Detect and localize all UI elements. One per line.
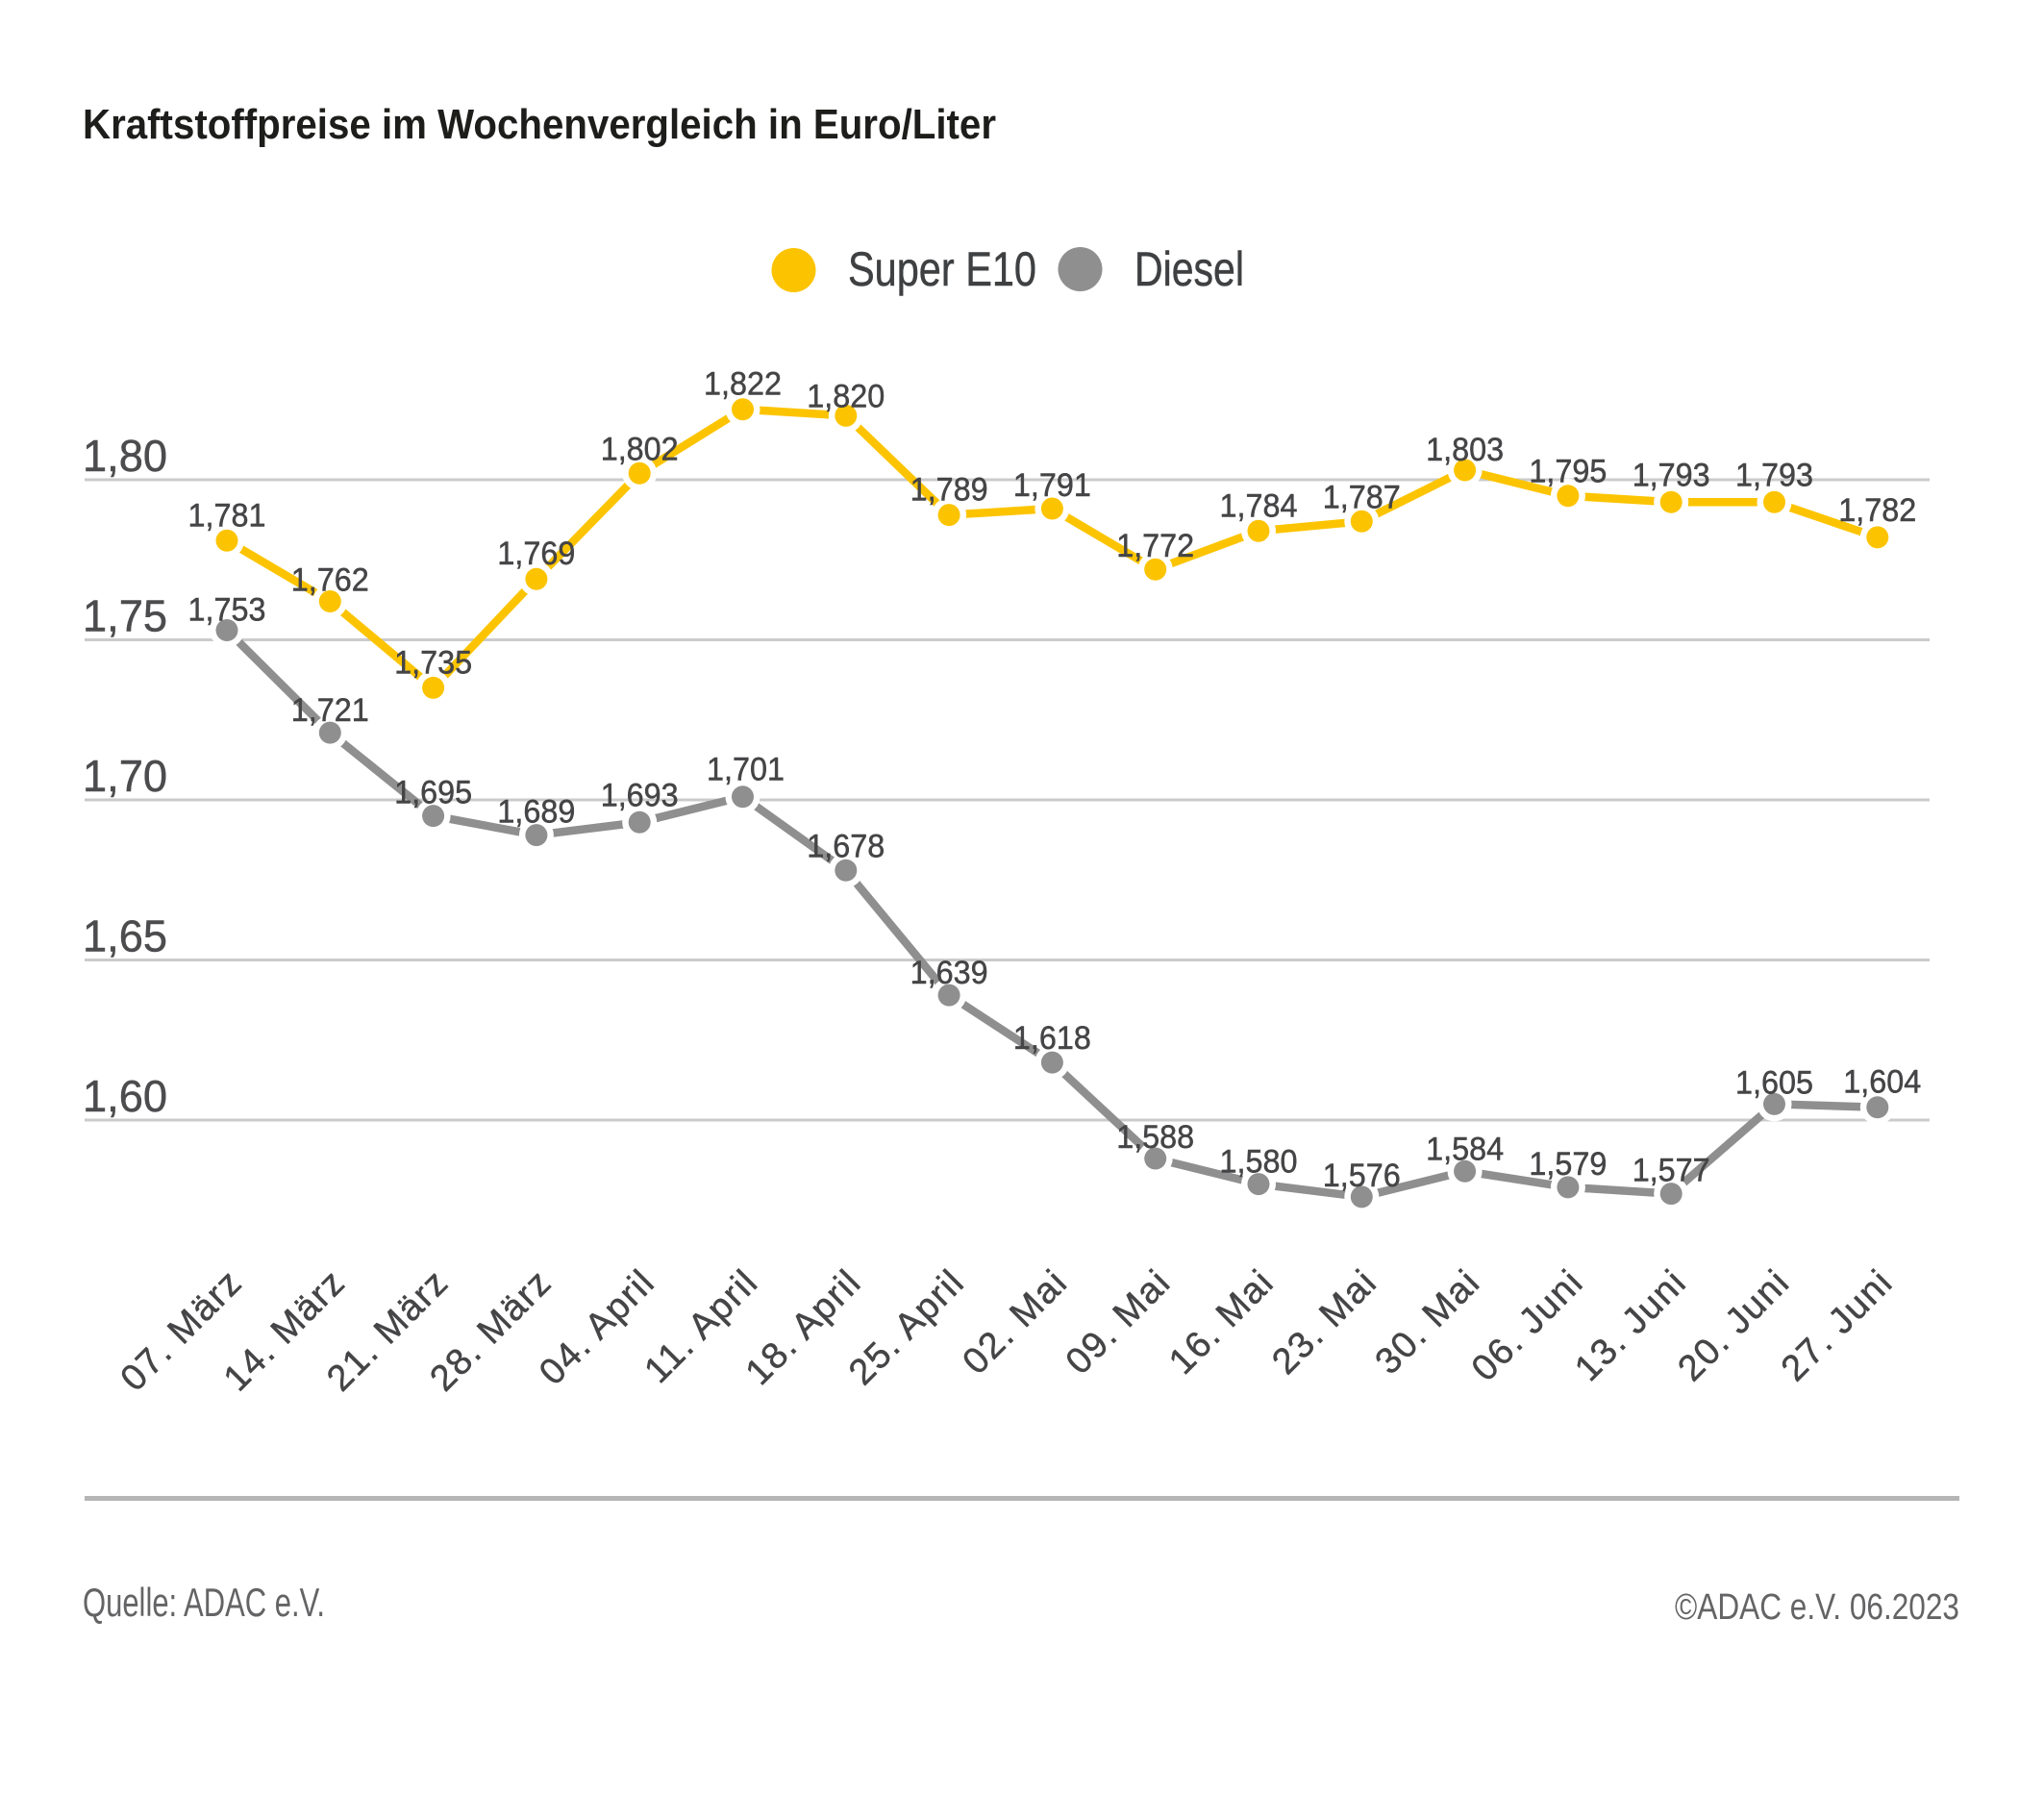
- svg-text:1,576: 1,576: [1323, 1158, 1401, 1194]
- svg-text:1,795: 1,795: [1529, 454, 1607, 490]
- svg-text:1,70: 1,70: [83, 751, 167, 801]
- svg-text:1,75: 1,75: [83, 591, 167, 641]
- svg-text:1,60: 1,60: [83, 1071, 167, 1121]
- svg-text:1,604: 1,604: [1843, 1064, 1921, 1101]
- svg-text:1,580: 1,580: [1220, 1144, 1298, 1181]
- svg-text:1,822: 1,822: [704, 366, 782, 403]
- svg-text:Quelle: ADAC e.V.: Quelle: ADAC e.V.: [83, 1580, 325, 1625]
- svg-text:1,588: 1,588: [1116, 1119, 1194, 1156]
- svg-text:1,791: 1,791: [1013, 467, 1091, 504]
- svg-text:1,577: 1,577: [1633, 1153, 1710, 1189]
- svg-text:1,784: 1,784: [1220, 487, 1298, 524]
- svg-text:Kraftstoffpreise im Wochenverg: Kraftstoffpreise im Wochenvergleich in E…: [83, 101, 996, 148]
- svg-text:1,605: 1,605: [1735, 1064, 1813, 1101]
- svg-text:1,753: 1,753: [188, 592, 266, 629]
- svg-text:1,769: 1,769: [497, 536, 575, 572]
- svg-text:1,701: 1,701: [707, 752, 785, 788]
- svg-text:1,793: 1,793: [1735, 457, 1813, 493]
- svg-text:1,772: 1,772: [1116, 528, 1194, 564]
- svg-text:1,80: 1,80: [83, 431, 167, 481]
- svg-text:1,789: 1,789: [910, 472, 988, 509]
- svg-text:©ADAC e.V. 06.2023: ©ADAC e.V. 06.2023: [1675, 1587, 1959, 1628]
- svg-text:1,678: 1,678: [807, 828, 885, 864]
- svg-text:1,579: 1,579: [1529, 1146, 1607, 1183]
- svg-text:1,782: 1,782: [1838, 492, 1916, 529]
- svg-text:1,584: 1,584: [1426, 1131, 1504, 1167]
- svg-text:1,689: 1,689: [497, 794, 575, 831]
- svg-text:1,787: 1,787: [1323, 479, 1401, 515]
- svg-text:1,803: 1,803: [1426, 432, 1504, 468]
- svg-text:1,721: 1,721: [291, 692, 369, 729]
- svg-text:1,762: 1,762: [291, 562, 369, 599]
- svg-text:1,618: 1,618: [1013, 1020, 1091, 1057]
- svg-text:1,793: 1,793: [1633, 457, 1710, 493]
- svg-text:1,65: 1,65: [83, 911, 167, 961]
- svg-text:1,802: 1,802: [601, 431, 679, 467]
- svg-text:1,695: 1,695: [394, 775, 472, 811]
- svg-text:1,693: 1,693: [601, 777, 679, 813]
- svg-text:1,781: 1,781: [188, 497, 266, 534]
- svg-text:Super E10: Super E10: [848, 242, 1036, 296]
- svg-text:1,639: 1,639: [910, 955, 988, 991]
- svg-text:1,735: 1,735: [394, 644, 472, 681]
- svg-text:1,820: 1,820: [807, 378, 885, 414]
- svg-text:Diesel: Diesel: [1134, 242, 1244, 296]
